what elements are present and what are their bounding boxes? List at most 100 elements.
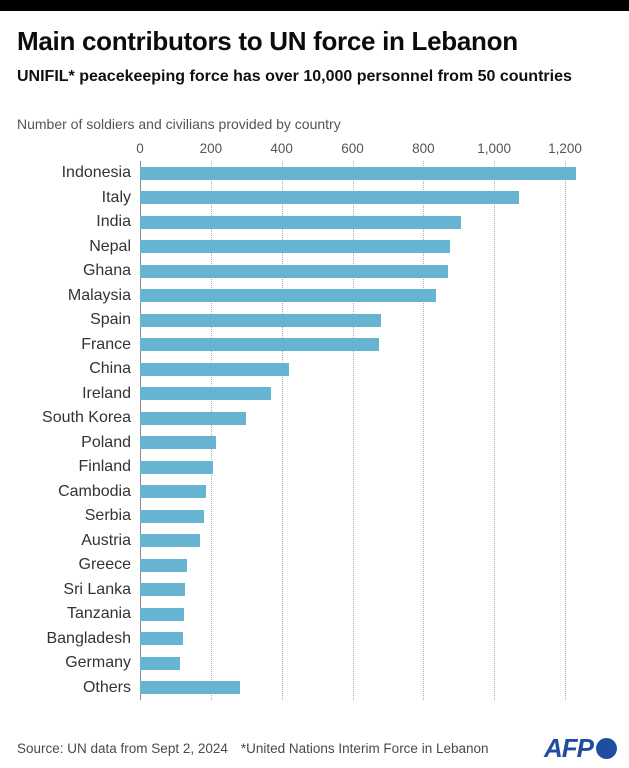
country-label: Italy — [101, 188, 131, 206]
x-tick-label: 200 — [199, 141, 223, 156]
bar-row: Finland — [0, 455, 629, 480]
page-title: Main contributors to UN force in Lebanon — [17, 26, 518, 56]
bar-track — [140, 387, 629, 401]
bar — [140, 558, 187, 572]
footnote-text: *United Nations Interim Force in Lebanon — [240, 740, 489, 756]
chart-note: Number of soldiers and civilians provide… — [17, 116, 341, 132]
bar-track — [140, 215, 629, 229]
bar-row: Ireland — [0, 382, 629, 407]
bar-track — [140, 607, 629, 621]
footer: Source: UN data from Sept 2, 2024 *Unite… — [17, 735, 617, 761]
bar-row: China — [0, 357, 629, 382]
bar-row: South Korea — [0, 406, 629, 431]
bar-row: Cambodia — [0, 480, 629, 505]
bar-row: Nepal — [0, 235, 629, 260]
country-label: Others — [82, 678, 131, 696]
bar-track — [140, 632, 629, 646]
country-label: Serbia — [84, 507, 131, 525]
x-tick-label: 1,200 — [548, 141, 582, 156]
bar-track — [140, 558, 629, 572]
bar — [140, 215, 461, 229]
bar-track — [140, 289, 629, 303]
bar-track — [140, 264, 629, 278]
bar — [140, 313, 381, 327]
country-label: Nepal — [89, 237, 131, 255]
afp-logo: AFP — [544, 735, 617, 761]
country-label: Cambodia — [58, 482, 131, 500]
country-label: France — [81, 335, 131, 353]
country-label: China — [89, 360, 131, 378]
page-subtitle: UNIFIL* peacekeeping force has over 10,0… — [17, 68, 572, 85]
country-label: Ghana — [82, 262, 131, 280]
bar-track — [140, 656, 629, 670]
country-label: Bangladesh — [46, 629, 131, 647]
bar — [140, 681, 240, 695]
bar-track — [140, 534, 629, 548]
bar — [140, 166, 576, 180]
bar-row: Serbia — [0, 504, 629, 529]
bar — [140, 583, 185, 597]
country-label: Tanzania — [66, 605, 131, 623]
bar-track — [140, 436, 629, 450]
bar — [140, 289, 436, 303]
bar — [140, 387, 272, 401]
bar-track — [140, 583, 629, 597]
bar-row: Sri Lanka — [0, 578, 629, 603]
bar-track — [140, 240, 629, 254]
country-label: South Korea — [42, 409, 131, 427]
x-tick-label: 0 — [136, 141, 144, 156]
bar — [140, 509, 205, 523]
bar-row: Indonesia — [0, 161, 629, 186]
bar-row: Ghana — [0, 259, 629, 284]
gridline — [423, 161, 425, 700]
bar-row: Others — [0, 676, 629, 701]
country-label: Finland — [78, 458, 131, 476]
gridline — [210, 161, 212, 700]
bar-chart: 0 200 400 600 800 1,000 1,200 Indonesia Italy … — [0, 141, 629, 700]
country-label: Malaysia — [67, 286, 131, 304]
bar — [140, 656, 181, 670]
country-label: Indonesia — [61, 164, 131, 182]
x-tick-label: 800 — [412, 141, 435, 156]
bar-track — [140, 681, 629, 695]
bar — [140, 632, 184, 646]
country-label: Austria — [81, 531, 131, 549]
bar — [140, 362, 289, 376]
bar — [140, 485, 206, 499]
country-label: Ireland — [82, 384, 131, 402]
gridline — [494, 161, 496, 700]
top-accent-bar — [0, 0, 629, 11]
bar-row: Italy — [0, 186, 629, 211]
bar-row: Malaysia — [0, 284, 629, 309]
bar-track — [140, 338, 629, 352]
y-axis-line — [140, 161, 141, 700]
country-label: Spain — [90, 311, 131, 329]
country-label: Poland — [81, 433, 131, 451]
bar-row: Austria — [0, 529, 629, 554]
source-line: Source: UN data from Sept 2, 2024 *Unite… — [17, 741, 489, 756]
source-text: Source: UN data from Sept 2, 2024 — [17, 740, 228, 756]
bar-track — [140, 460, 629, 474]
bar — [140, 534, 200, 548]
bar-track — [140, 485, 629, 499]
x-tick-label: 600 — [341, 141, 364, 156]
bar-row: Poland — [0, 431, 629, 456]
x-tick-label: 400 — [270, 141, 293, 156]
bar-row: Greece — [0, 553, 629, 578]
bar — [140, 436, 217, 450]
country-label: Germany — [65, 654, 131, 672]
bar-track — [140, 313, 629, 327]
bar — [140, 240, 450, 254]
gridline — [352, 161, 354, 700]
bar-row: France — [0, 333, 629, 358]
bar-row: Bangladesh — [0, 627, 629, 652]
plot-area: Indonesia Italy India Nepal Ghana Malays… — [0, 161, 629, 700]
bar-track — [140, 191, 629, 205]
bar-track — [140, 509, 629, 523]
x-tick-label: 1,000 — [477, 141, 512, 156]
bar — [140, 264, 449, 278]
bar-track — [140, 411, 629, 425]
bar-track — [140, 166, 629, 180]
gridline — [281, 161, 283, 700]
